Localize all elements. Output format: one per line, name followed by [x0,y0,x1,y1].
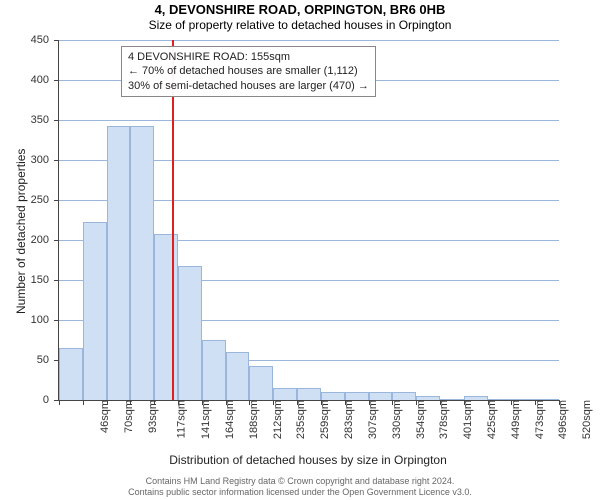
x-tick-label: 307sqm [363,400,379,439]
histogram-bar [369,392,393,400]
y-tick-label: 100 [31,314,59,326]
x-tick [488,400,489,405]
histogram-bar [202,340,226,400]
histogram-bar [154,234,178,400]
x-tick-label: 473sqm [530,400,546,439]
y-tick-label: 400 [31,74,59,86]
histogram-bar [273,388,297,400]
x-tick-label: 330sqm [387,400,403,439]
histogram-bar [226,352,250,400]
x-tick [559,400,560,405]
y-tick-label: 0 [43,394,59,406]
x-tick [202,400,203,405]
x-tick [369,400,370,405]
histogram-bar [130,126,154,400]
y-tick-label: 150 [31,274,59,286]
histogram-bar [345,392,369,400]
x-tick [226,400,227,405]
x-tick-label: 93sqm [143,400,159,433]
annotation-line: ← 70% of detached houses are smaller (1,… [128,64,369,78]
chart-title: 4, DEVONSHIRE ROAD, ORPINGTON, BR6 0HB [0,0,600,17]
x-tick [297,400,298,405]
x-tick-label: 378sqm [434,400,450,439]
plot-outer: Number of detached properties 0501001502… [58,40,578,467]
plot-area: 05010015020025030035040045046sqm70sqm93s… [58,40,559,401]
x-tick [178,400,179,405]
annotation-box: 4 DEVONSHIRE ROAD: 155sqm ← 70% of detac… [121,46,376,97]
histogram-bar [178,266,202,400]
histogram-bar [297,388,321,400]
x-tick-label: 164sqm [220,400,236,439]
x-tick-label: 212sqm [268,400,284,439]
x-tick [249,400,250,405]
y-tick-label: 450 [31,34,59,46]
x-tick [273,400,274,405]
x-tick [464,400,465,405]
x-axis-title: Distribution of detached houses by size … [58,453,558,467]
y-tick-label: 200 [31,234,59,246]
y-tick-label: 350 [31,114,59,126]
x-tick-label: 259sqm [315,400,331,439]
histogram-bar [107,126,131,400]
histogram-bar [392,392,416,400]
x-tick-label: 188sqm [244,400,260,439]
x-tick [321,400,322,405]
x-tick-label: 235sqm [292,400,308,439]
x-tick [59,400,60,405]
chart-container: 4, DEVONSHIRE ROAD, ORPINGTON, BR6 0HB S… [0,0,600,500]
copyright-line: Contains public sector information licen… [0,487,600,498]
x-tick-label: 449sqm [506,400,522,439]
y-tick-label: 50 [37,354,59,366]
annotation-line: 4 DEVONSHIRE ROAD: 155sqm [128,50,369,64]
x-tick [130,400,131,405]
x-tick-label: 70sqm [119,400,135,433]
y-axis-title: Number of detached properties [14,149,28,314]
x-tick [511,400,512,405]
histogram-bar [59,348,83,400]
histogram-bar [249,366,273,400]
histogram-bar [83,222,107,400]
x-tick [416,400,417,405]
grid-line [59,40,559,41]
copyright: Contains HM Land Registry data © Crown c… [0,476,600,499]
x-tick [440,400,441,405]
copyright-line: Contains HM Land Registry data © Crown c… [0,476,600,487]
x-tick [535,400,536,405]
x-tick [392,400,393,405]
x-tick-label: 141sqm [196,400,212,439]
x-tick-label: 401sqm [458,400,474,439]
x-tick-label: 283sqm [339,400,355,439]
x-tick [154,400,155,405]
x-tick-label: 496sqm [554,400,570,439]
x-tick [107,400,108,405]
histogram-bar [321,392,345,400]
x-tick [83,400,84,405]
x-tick-label: 354sqm [411,400,427,439]
annotation-line: 30% of semi-detached houses are larger (… [128,79,369,93]
x-tick-label: 117sqm [172,400,188,438]
x-tick-label: 46sqm [95,400,111,433]
x-tick [345,400,346,405]
x-tick-label: 425sqm [482,400,498,439]
chart-subtitle: Size of property relative to detached ho… [0,17,600,32]
grid-line [59,120,559,121]
y-tick-label: 250 [31,194,59,206]
x-tick-label: 520sqm [577,400,593,439]
y-tick-label: 300 [31,154,59,166]
